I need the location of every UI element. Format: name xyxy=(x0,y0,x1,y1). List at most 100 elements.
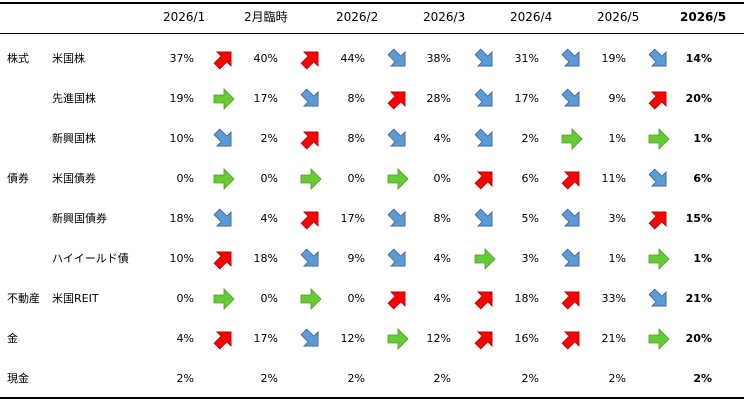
arrow-up-icon xyxy=(561,328,583,350)
header-rule xyxy=(0,33,744,34)
value-cell: 2% xyxy=(693,372,712,385)
arrow-flat-icon xyxy=(474,248,496,270)
arrow-up-icon xyxy=(648,208,670,230)
row-category: 不動産 xyxy=(7,292,40,305)
value-cell: 1% xyxy=(693,252,712,265)
arrow-up-icon xyxy=(300,128,322,150)
arrow-down-icon xyxy=(561,248,583,270)
arrow-down-icon xyxy=(213,208,235,230)
value-cell: 2% xyxy=(433,372,451,385)
arrow-down-icon xyxy=(561,208,583,230)
arrow-up-icon xyxy=(561,288,583,310)
value-cell: 0% xyxy=(260,292,278,305)
value-cell: 8% xyxy=(433,212,451,225)
arrow-up-icon xyxy=(561,168,583,190)
value-cell: 0% xyxy=(176,172,194,185)
arrow-up-icon xyxy=(387,88,409,110)
column-header-7: 2026/5 xyxy=(680,10,727,24)
arrow-flat-icon xyxy=(213,88,235,110)
value-cell: 0% xyxy=(347,172,365,185)
value-cell: 6% xyxy=(693,172,712,185)
table-bottom-rule xyxy=(0,397,744,399)
arrow-down-icon xyxy=(300,88,322,110)
value-cell: 44% xyxy=(340,52,365,65)
value-cell: 4% xyxy=(433,292,451,305)
value-cell: 1% xyxy=(608,132,626,145)
arrow-flat-icon xyxy=(213,288,235,310)
value-cell: 19% xyxy=(601,52,626,65)
value-cell: 19% xyxy=(169,92,194,105)
value-cell: 3% xyxy=(521,252,539,265)
value-cell: 5% xyxy=(521,212,539,225)
value-cell: 16% xyxy=(514,332,539,345)
arrow-down-icon xyxy=(387,128,409,150)
row-asset-name: ハイイールド債 xyxy=(52,252,129,265)
column-header-6: 2026/5 xyxy=(597,10,640,24)
arrow-down-icon xyxy=(648,48,670,70)
arrow-up-icon xyxy=(300,208,322,230)
column-header-4: 2026/3 xyxy=(423,10,466,24)
arrow-down-icon xyxy=(474,48,496,70)
value-cell: 4% xyxy=(433,132,451,145)
arrow-down-icon xyxy=(387,48,409,70)
value-cell: 1% xyxy=(608,252,626,265)
arrow-flat-icon xyxy=(387,328,409,350)
row-category: 現金 xyxy=(7,372,29,385)
row-category: 金 xyxy=(7,332,18,345)
row-asset-name: 新興国債券 xyxy=(52,212,107,225)
value-cell: 18% xyxy=(514,292,539,305)
value-cell: 4% xyxy=(260,212,278,225)
arrow-down-icon xyxy=(648,168,670,190)
value-cell: 15% xyxy=(685,212,712,225)
arrow-flat-icon xyxy=(648,128,670,150)
arrow-up-icon xyxy=(648,88,670,110)
value-cell: 20% xyxy=(685,332,712,345)
arrow-flat-icon xyxy=(213,168,235,190)
row-category: 株式 xyxy=(7,52,29,65)
arrow-flat-icon xyxy=(561,128,583,150)
arrow-flat-icon xyxy=(648,328,670,350)
arrow-up-icon xyxy=(213,48,235,70)
column-header-2: 2月臨時 xyxy=(244,10,288,24)
arrow-up-icon xyxy=(474,288,496,310)
arrow-down-icon xyxy=(474,88,496,110)
value-cell: 8% xyxy=(347,92,365,105)
value-cell: 4% xyxy=(433,252,451,265)
arrow-down-icon xyxy=(474,208,496,230)
value-cell: 31% xyxy=(514,52,539,65)
value-cell: 3% xyxy=(608,212,626,225)
value-cell: 2% xyxy=(260,372,278,385)
value-cell: 4% xyxy=(176,332,194,345)
value-cell: 2% xyxy=(521,132,539,145)
value-cell: 37% xyxy=(169,52,194,65)
value-cell: 6% xyxy=(521,172,539,185)
value-cell: 2% xyxy=(260,132,278,145)
value-cell: 11% xyxy=(601,172,626,185)
arrow-flat-icon xyxy=(387,168,409,190)
value-cell: 38% xyxy=(426,52,451,65)
arrow-flat-icon xyxy=(300,168,322,190)
value-cell: 12% xyxy=(340,332,365,345)
value-cell: 20% xyxy=(685,92,712,105)
value-cell: 28% xyxy=(426,92,451,105)
value-cell: 10% xyxy=(169,132,194,145)
value-cell: 18% xyxy=(169,212,194,225)
arrow-down-icon xyxy=(387,208,409,230)
column-header-5: 2026/4 xyxy=(510,10,553,24)
arrow-up-icon xyxy=(213,248,235,270)
value-cell: 9% xyxy=(347,252,365,265)
value-cell: 2% xyxy=(608,372,626,385)
arrow-down-icon xyxy=(561,88,583,110)
value-cell: 40% xyxy=(253,52,278,65)
arrow-flat-icon xyxy=(300,288,322,310)
value-cell: 21% xyxy=(685,292,712,305)
column-header-3: 2026/2 xyxy=(336,10,379,24)
value-cell: 12% xyxy=(426,332,451,345)
value-cell: 33% xyxy=(601,292,626,305)
row-asset-name: 新興国株 xyxy=(52,132,96,145)
value-cell: 2% xyxy=(521,372,539,385)
arrow-up-icon xyxy=(300,48,322,70)
arrow-up-icon xyxy=(213,328,235,350)
row-asset-name: 先進国株 xyxy=(52,92,96,105)
row-asset-name: 米国株 xyxy=(52,52,85,65)
